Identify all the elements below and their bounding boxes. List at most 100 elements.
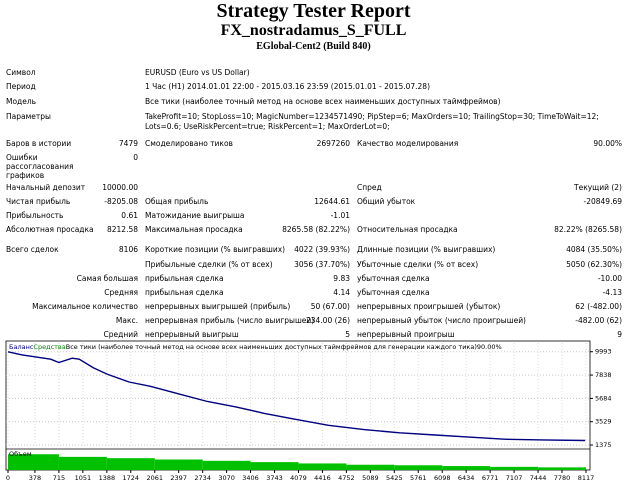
stat-label: непрерывный выигрыш [145,330,239,339]
stat-label: Короткие позиции (% выигравших) [145,245,286,254]
stat-value: -20849.69 [583,197,623,206]
row-value: 1 Час (H1) 2014.01.01 22:00 - 2015.03.16… [145,82,430,91]
stat-label: Максимальное количество [32,302,138,311]
row-value: Все тики (наиболее точный метод на основ… [145,97,501,106]
stat-label: Убыточные сделки (% от всех) [357,260,479,269]
x-tick-label: 4079 [290,474,307,482]
row-label: Период [6,82,36,91]
legend-quality: 90.00% [477,343,502,351]
row-label: Символ [6,68,36,77]
x-tick-label: 3743 [266,474,283,482]
row-label: Модель [6,97,37,106]
stat-value: -4.13 [602,288,622,297]
volume-bar [538,467,586,470]
stat-value: 50 (67.00) [310,302,350,311]
stat-label: прибыльная сделка [145,288,224,297]
stat-value: 4084 (35.50%) [566,245,622,254]
x-tick-label: 2061 [146,474,163,482]
stat-label: Качество моделирования [357,139,459,148]
stat-value: 8212.58 [106,225,138,234]
x-tick-label: 5089 [362,474,379,482]
volume-bar [442,466,491,470]
stat-value: 62 (-482.00) [575,302,622,311]
x-tick-label: 1724 [122,474,139,482]
stat-value: 10000.00 [102,183,138,192]
stat-label: Всего сделок [6,245,59,254]
x-tick-label: 5425 [386,474,403,482]
stat-label: Смоделировано тиков [145,139,233,148]
stat-value: 8106 [118,245,138,254]
legend-entry: Баланс [9,343,34,351]
x-tick-label: 2397 [170,474,187,482]
stat-value: 82.22% (8265.58) [554,225,622,234]
y-tick-label: 1375 [595,441,612,449]
stat-label: Спред [357,183,382,192]
volume-bar [106,458,155,470]
x-tick-label: 4416 [314,474,331,482]
stat-label: Ошибки рассогласования графиков [6,153,74,180]
stat-label: непрерывных проигрышей (убыток) [357,302,501,311]
x-tick-label: 715 [53,474,65,482]
stat-value: 12644.61 [314,197,350,206]
stat-label: непрерывный убыток (число проигрышей) [357,316,526,325]
volume-bar [154,459,203,470]
stat-label: Максимальная просадка [145,225,243,234]
stat-label: Прибыльность [6,211,64,220]
title: Strategy Tester Report [216,0,411,22]
volume-label: Объем [9,450,32,458]
x-tick-label: 6434 [458,474,475,482]
x-tick-label: 7444 [530,474,547,482]
stat-value: 9.83 [333,274,350,283]
x-tick-label: 378 [29,474,41,482]
stat-label: убыточная сделка [357,274,430,283]
stat-value: 9 [617,330,622,339]
stat-label: Начальный депозит [6,183,86,192]
row-label: Параметры [6,112,51,121]
stat-value: 5 [345,330,350,339]
x-tick-label: 6771 [482,474,499,482]
row-value: EURUSD (Euro vs US Dollar) [145,68,250,77]
x-tick-label: 4752 [338,474,355,482]
stat-label: Общий убыток [357,197,416,206]
x-tick-label: 7107 [506,474,523,482]
stat-value: -482.00 (62) [575,316,622,325]
stat-value: 234.00 (26) [305,316,350,325]
stat-label: прибыльная сделка [145,274,224,283]
volume-bar [58,456,107,470]
volume-bar [202,460,251,470]
stat-value: 0 [133,153,138,162]
legend: БалансСредстваВсе тики (наиболее точный … [9,343,502,351]
stat-label: Длинные позиции (% выигравших) [357,245,496,254]
volume-bar [346,464,395,470]
stat-value: 0.61 [121,211,138,220]
x-tick-label: 7780 [554,474,571,482]
y-tick-label: 7838 [595,371,612,379]
stat-label: Прибыльные сделки (% от всех) [145,260,273,269]
x-tick-label: 1051 [75,474,92,482]
y-tick-label: 3529 [595,418,612,426]
x-tick-label: 5761 [410,474,427,482]
stat-value: -10.00 [597,274,622,283]
stat-value: Текущий (2) [574,183,622,192]
stat-label: Макс. [115,316,138,325]
legend-entry: Средства [33,343,65,351]
x-tick-label: 3406 [242,474,259,482]
legend-model: Все тики (наиболее точный метод на основ… [66,343,477,351]
stat-value: -8205.08 [104,197,138,206]
subtitle: FX_nostradamus_S_FULL [220,22,407,39]
x-tick-label: 8117 [578,474,595,482]
x-tick-label: 1388 [99,474,116,482]
row-value: TakeProfit=10; StopLoss=10; MagicNumber=… [145,112,599,131]
x-tick-label: 3070 [218,474,235,482]
stat-label: Средняя [104,288,138,297]
stat-label: убыточная сделка [357,288,430,297]
stat-label: Относительная просадка [357,225,458,234]
x-tick-label: 0 [6,474,10,482]
volume-bar [394,465,443,470]
build: EGlobal-Cent2 (Build 840) [256,41,371,52]
stat-label: Чистая прибыль [6,197,71,206]
stat-value: 8265.58 (82.22%) [282,225,350,234]
stat-value: 7479 [118,139,138,148]
stat-label: непрерывных выигрышей (прибыль) [145,302,291,311]
